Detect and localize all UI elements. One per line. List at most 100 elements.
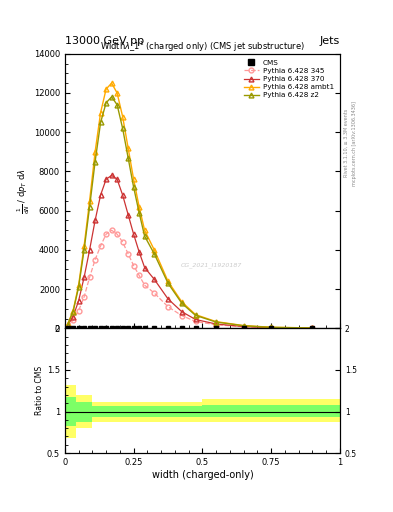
Pythia 6.428 370 [109,172,114,178]
Pythia 6.428 370 [152,276,156,282]
Pythia 6.428 z2 [166,280,171,286]
Pythia 6.428 370 [269,325,274,331]
Pythia 6.428 ambt1 [115,90,119,96]
Pythia 6.428 z2 [241,323,246,329]
Pythia 6.428 z2 [193,312,198,318]
Pythia 6.428 z2 [109,94,114,100]
Text: CG_2021_I1920187: CG_2021_I1920187 [180,262,242,268]
Pythia 6.428 ambt1 [131,176,136,182]
Pythia 6.428 370 [241,324,246,330]
Pythia 6.428 345 [71,317,75,324]
Pythia 6.428 ambt1 [76,282,81,288]
Pythia 6.428 370 [142,265,147,271]
Pythia 6.428 z2 [87,204,92,210]
Line: Pythia 6.428 z2: Pythia 6.428 z2 [65,95,315,330]
Pythia 6.428 z2 [152,251,156,257]
X-axis label: width (charged-only): width (charged-only) [152,470,253,480]
Pythia 6.428 z2 [71,309,75,315]
Line: Pythia 6.428 345: Pythia 6.428 345 [65,228,315,331]
Pythia 6.428 345 [115,231,119,237]
Line: Pythia 6.428 ambt1: Pythia 6.428 ambt1 [65,81,315,330]
Pythia 6.428 ambt1 [98,110,103,116]
Title: Width$\lambda\_1^1$ (charged only) (CMS jet substructure): Width$\lambda\_1^1$ (charged only) (CMS … [100,39,305,54]
Pythia 6.428 370 [310,325,315,331]
Pythia 6.428 345 [126,251,130,257]
Pythia 6.428 345 [180,312,184,318]
Pythia 6.428 370 [115,176,119,182]
Pythia 6.428 ambt1 [241,323,246,329]
Pythia 6.428 345 [193,318,198,325]
Pythia 6.428 ambt1 [109,80,114,86]
Pythia 6.428 ambt1 [93,149,97,155]
Pythia 6.428 z2 [65,322,70,328]
Pythia 6.428 345 [131,263,136,269]
Legend: CMS, Pythia 6.428 345, Pythia 6.428 370, Pythia 6.428 ambt1, Pythia 6.428 z2: CMS, Pythia 6.428 345, Pythia 6.428 370,… [241,57,336,101]
Pythia 6.428 345 [87,274,92,281]
Pythia 6.428 370 [87,247,92,253]
Text: Rivet 3.1.10, ≥ 3.3M events: Rivet 3.1.10, ≥ 3.3M events [344,109,349,178]
Pythia 6.428 z2 [137,209,141,216]
Pythia 6.428 345 [65,323,70,329]
Y-axis label: Ratio to CMS: Ratio to CMS [35,366,44,415]
Pythia 6.428 345 [166,304,171,310]
Pythia 6.428 370 [93,218,97,224]
Pythia 6.428 345 [137,272,141,279]
Pythia 6.428 ambt1 [180,299,184,305]
Pythia 6.428 370 [166,296,171,302]
Pythia 6.428 370 [193,316,198,323]
Line: Pythia 6.428 370: Pythia 6.428 370 [65,173,315,331]
Pythia 6.428 z2 [115,102,119,108]
Pythia 6.428 345 [76,308,81,314]
Pythia 6.428 z2 [214,319,219,325]
Pythia 6.428 370 [137,249,141,255]
Pythia 6.428 370 [120,192,125,198]
Pythia 6.428 ambt1 [152,247,156,253]
Pythia 6.428 z2 [120,125,125,132]
Pythia 6.428 345 [98,243,103,249]
Pythia 6.428 ambt1 [142,227,147,233]
Pythia 6.428 370 [65,323,70,329]
Pythia 6.428 ambt1 [137,204,141,210]
Pythia 6.428 ambt1 [120,114,125,120]
Pythia 6.428 345 [142,282,147,288]
Pythia 6.428 370 [82,274,86,281]
Pythia 6.428 345 [152,290,156,296]
Pythia 6.428 z2 [98,119,103,125]
Pythia 6.428 370 [214,321,219,327]
Pythia 6.428 370 [98,192,103,198]
Pythia 6.428 ambt1 [310,325,315,331]
Pythia 6.428 z2 [76,284,81,290]
Pythia 6.428 z2 [310,325,315,331]
Pythia 6.428 345 [82,294,86,300]
Pythia 6.428 345 [120,239,125,245]
Pythia 6.428 z2 [93,159,97,165]
Pythia 6.428 z2 [82,247,86,253]
Pythia 6.428 ambt1 [71,308,75,314]
Pythia 6.428 ambt1 [193,311,198,317]
Pythia 6.428 370 [104,176,108,182]
Pythia 6.428 345 [310,325,315,331]
Pythia 6.428 z2 [104,100,108,106]
Text: 13000 GeV pp: 13000 GeV pp [65,36,144,46]
Pythia 6.428 370 [126,211,130,218]
Pythia 6.428 ambt1 [214,318,219,325]
Pythia 6.428 345 [104,231,108,237]
Pythia 6.428 ambt1 [82,243,86,249]
Pythia 6.428 ambt1 [269,324,274,330]
Pythia 6.428 345 [109,227,114,233]
Pythia 6.428 ambt1 [166,278,171,284]
Pythia 6.428 z2 [126,155,130,161]
Pythia 6.428 ambt1 [87,198,92,204]
Y-axis label: $\frac{1}{\mathrm{d}N}$ / $\mathrm{d}p_T$ $\mathrm{d}\lambda$: $\frac{1}{\mathrm{d}N}$ / $\mathrm{d}p_T… [16,168,32,214]
Pythia 6.428 z2 [142,233,147,239]
Pythia 6.428 ambt1 [65,322,70,328]
Pythia 6.428 345 [214,322,219,328]
Pythia 6.428 345 [241,324,246,330]
Pythia 6.428 z2 [269,324,274,330]
Pythia 6.428 ambt1 [104,86,108,92]
Pythia 6.428 345 [93,257,97,263]
Pythia 6.428 370 [71,313,75,319]
Pythia 6.428 370 [76,298,81,304]
Pythia 6.428 z2 [131,184,136,190]
Text: mcplots.cern.ch [arXiv:1306.3436]: mcplots.cern.ch [arXiv:1306.3436] [352,101,357,186]
